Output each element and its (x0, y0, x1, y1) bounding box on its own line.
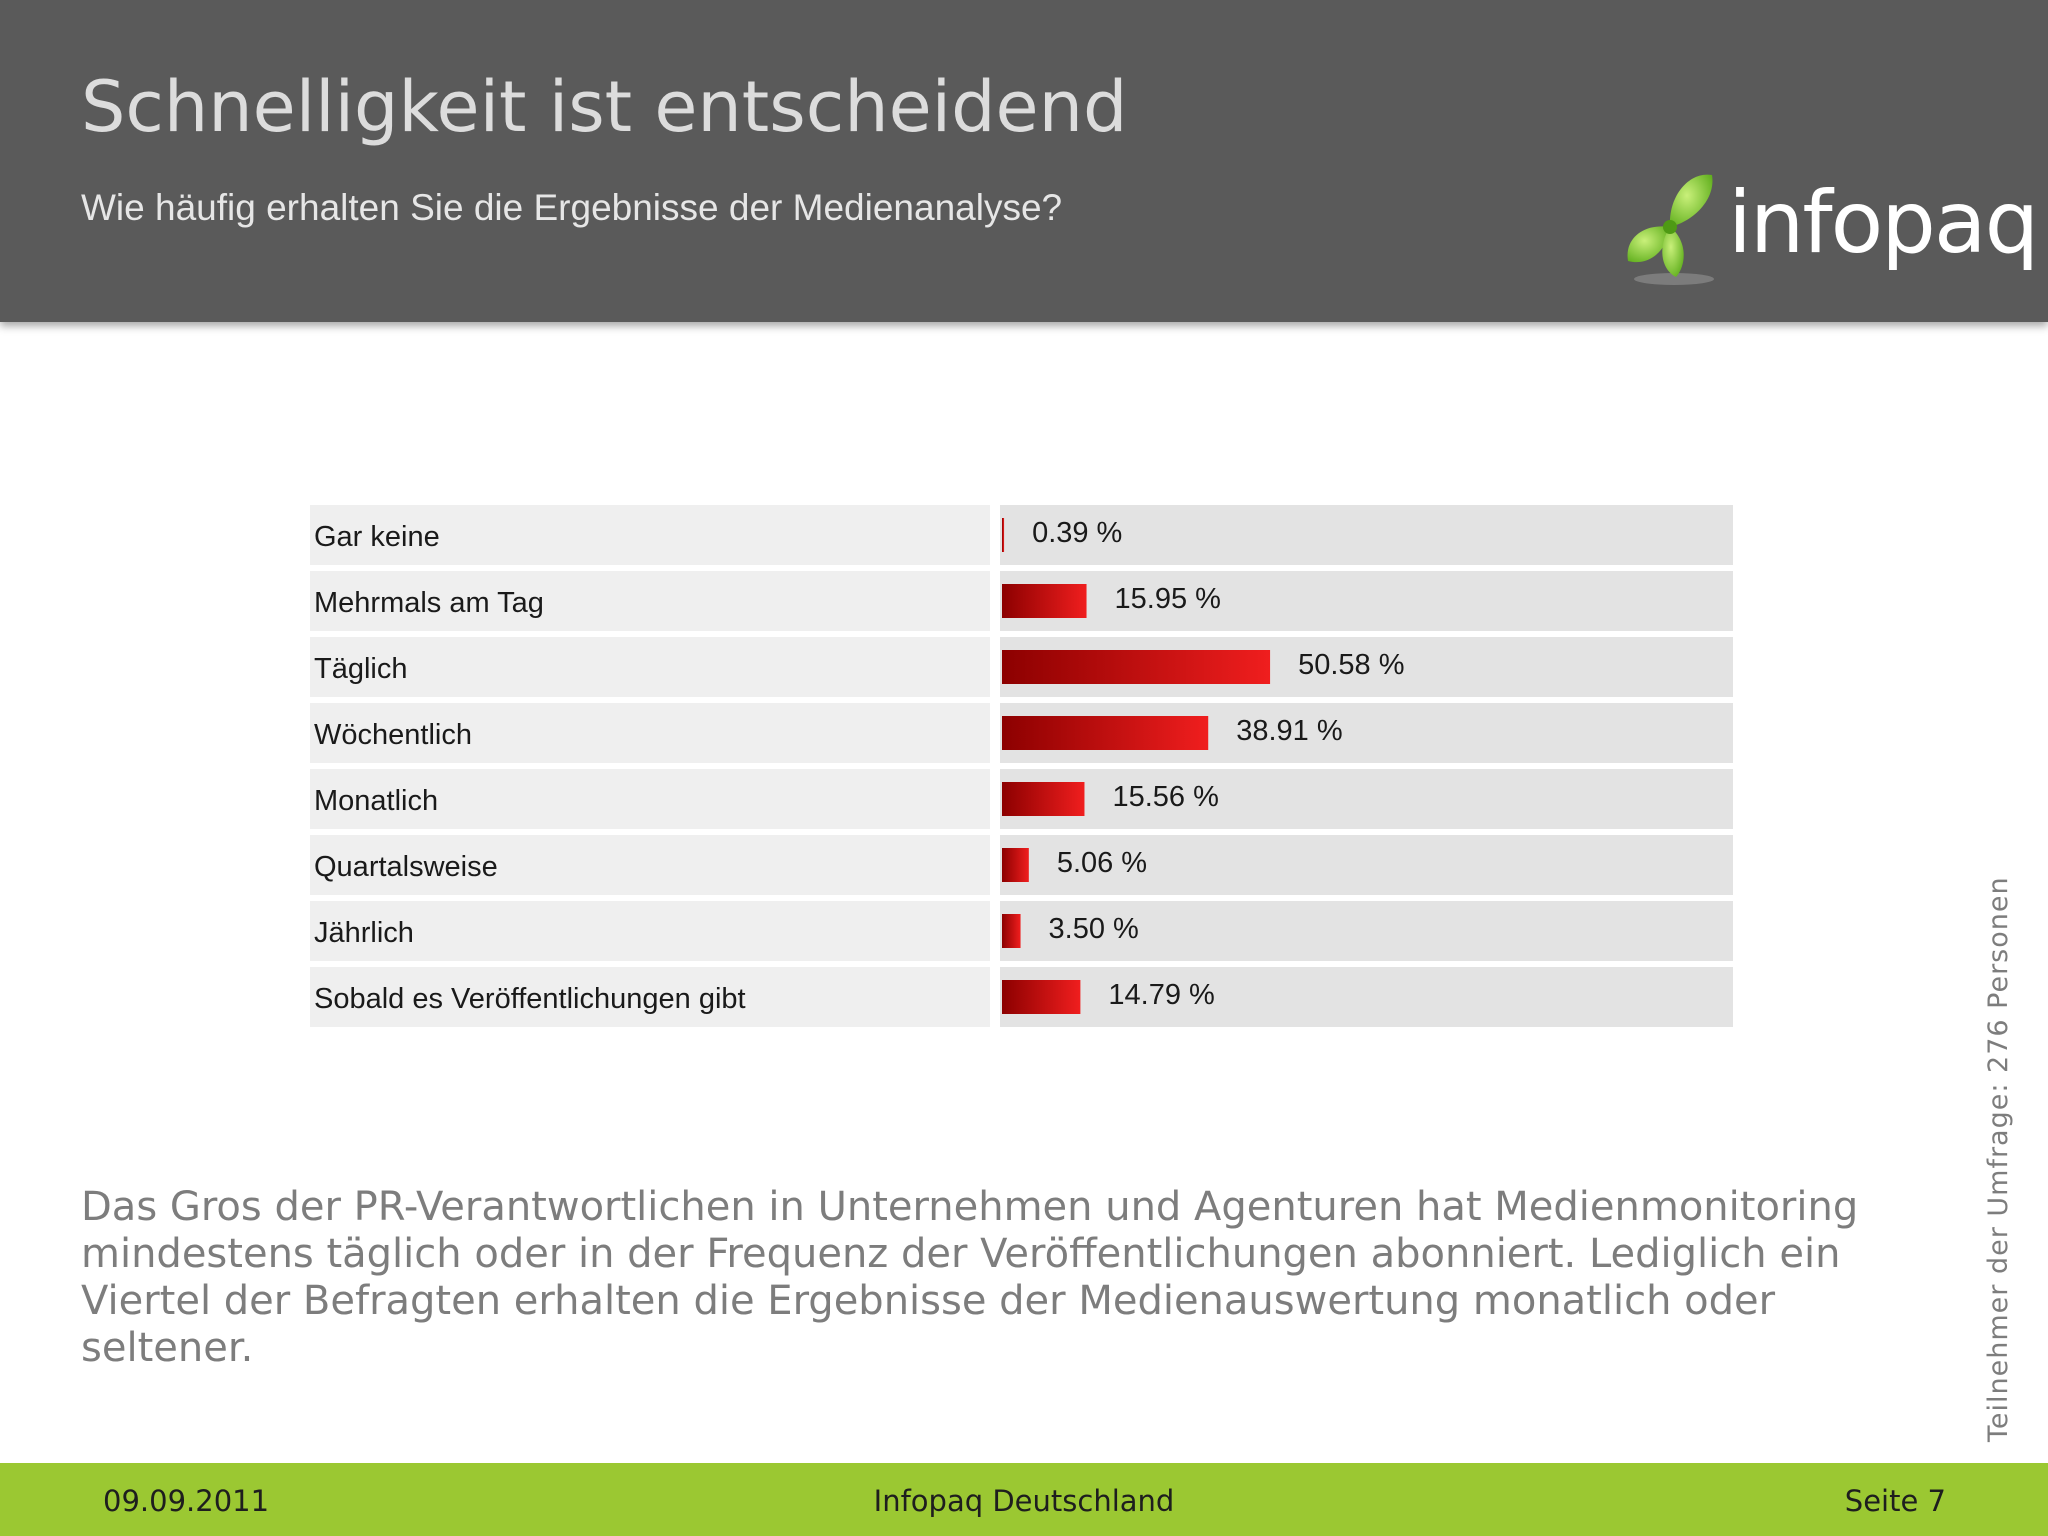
bar (1002, 716, 1209, 750)
bar (1002, 848, 1029, 882)
bar-chart: Gar keine 0.39 % Mehrmals am Tag 15.95 % Täg… (310, 505, 1733, 1027)
bar (1002, 914, 1021, 948)
category-label: Monatlich (314, 785, 438, 817)
propeller-icon (1627, 174, 1714, 285)
bar (1002, 584, 1087, 618)
category-label: Sobald es Veröffentlichungen gibt (314, 983, 746, 1015)
description-text: Das Gros der PR-Verantwortlichen in Unte… (81, 1184, 1859, 1371)
footer: 09.09.2011 Infopaq Deutschland Seite 7 (0, 1463, 2048, 1536)
category-row-bg (310, 703, 990, 763)
bar (1002, 980, 1081, 1014)
value-row-bg (1000, 967, 1733, 1027)
category-label: Täglich (314, 653, 408, 685)
category-row-bg (310, 967, 990, 1027)
value-row-bg (1000, 505, 1733, 565)
value-label: 50.58 % (1298, 649, 1404, 681)
slide-subtitle: Wie häufig erhalten Sie die Ergebnisse d… (81, 187, 1063, 228)
logo-text: infopaq (1728, 173, 2039, 273)
value-label: 15.56 % (1112, 781, 1218, 813)
category-label: Gar keine (314, 521, 440, 553)
header: Schnelligkeit ist entscheidend Wie häufi… (0, 0, 2048, 322)
category-row-bg (310, 901, 990, 961)
value-row-bg (1000, 571, 1733, 631)
footer-company: Infopaq Deutschland (873, 1484, 1175, 1518)
category-row-bg (310, 505, 990, 565)
value-row-bg (1000, 769, 1733, 829)
category-row-bg (310, 637, 990, 697)
value-label: 5.06 % (1057, 847, 1147, 879)
bar (1002, 782, 1085, 816)
category-row-bg (310, 769, 990, 829)
value-label: 15.95 % (1115, 583, 1221, 615)
value-row-bg (1000, 901, 1733, 961)
value-label: 3.50 % (1049, 913, 1139, 945)
value-label: 14.79 % (1108, 979, 1214, 1011)
bar (1002, 650, 1271, 684)
footer-page-number: Seite 7 (1844, 1484, 1946, 1518)
slide-title: Schnelligkeit ist entscheidend (81, 66, 1128, 148)
value-label: 0.39 % (1032, 517, 1122, 549)
category-row-bg (310, 835, 990, 895)
category-label: Wöchentlich (314, 719, 472, 751)
value-label: 38.91 % (1236, 715, 1342, 747)
infopaq-logo: infopaq (1620, 165, 2039, 295)
category-label: Jährlich (314, 917, 414, 949)
category-label: Mehrmals am Tag (314, 587, 544, 619)
footer-date: 09.09.2011 (103, 1484, 270, 1518)
bar (1002, 518, 1005, 552)
value-row-bg (1000, 835, 1733, 895)
category-label: Quartalsweise (314, 851, 498, 883)
participants-note: Teilnehmer der Umfrage: 276 Personen (1983, 876, 2014, 1442)
category-row-bg (310, 571, 990, 631)
